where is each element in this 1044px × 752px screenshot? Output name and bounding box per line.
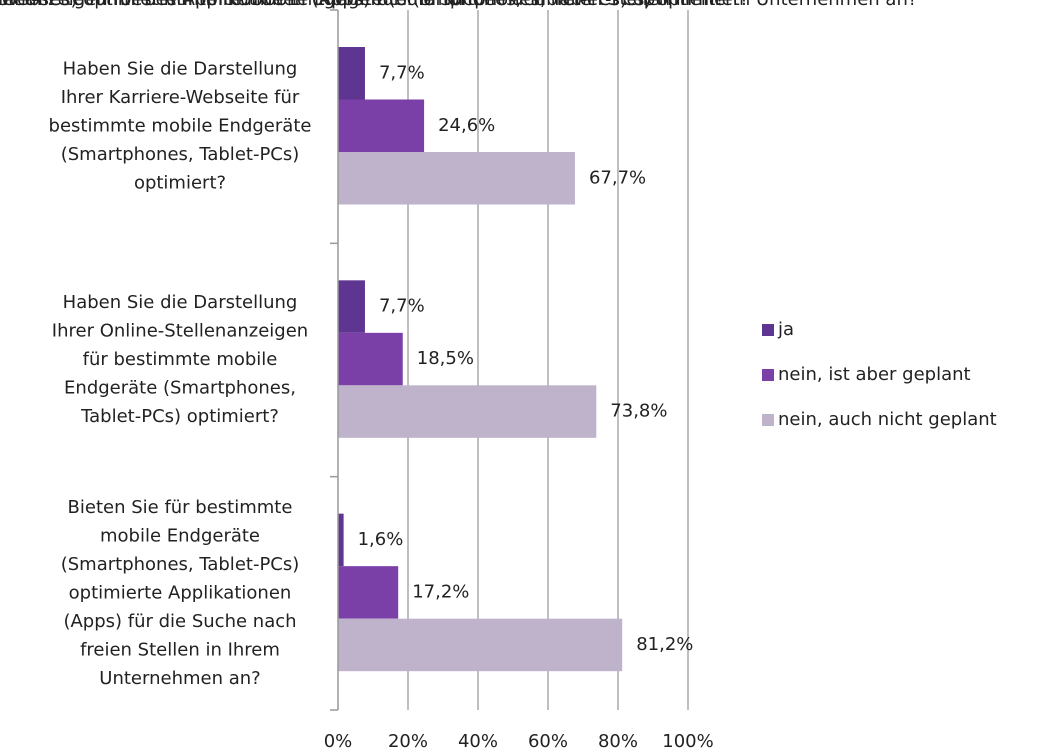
x-tick-label: 20% <box>388 731 428 752</box>
bar <box>338 618 623 672</box>
value-label: 7,7% <box>379 62 425 83</box>
legend-swatch <box>762 369 774 381</box>
value-label: 81,2% <box>636 634 693 655</box>
value-label: 17,2% <box>412 581 469 602</box>
bar <box>338 513 344 567</box>
x-tick-label: 0% <box>324 731 353 752</box>
bar <box>338 280 365 333</box>
value-label: 7,7% <box>379 296 425 317</box>
legend-swatch <box>762 324 774 336</box>
value-label: 18,5% <box>417 348 474 369</box>
bar <box>338 566 399 619</box>
bar <box>338 332 403 386</box>
value-label: 24,6% <box>438 115 495 136</box>
x-tick-label: 100% <box>662 731 713 752</box>
bar <box>338 99 425 152</box>
x-tick-label: 80% <box>598 731 638 752</box>
x-tick-label: 60% <box>528 731 568 752</box>
bar <box>338 152 575 205</box>
legend-label: ja <box>777 319 794 340</box>
bar <box>338 47 365 100</box>
legend-label: nein, ist aber geplant <box>778 364 971 385</box>
legend-label: nein, auch nicht geplant <box>778 409 997 430</box>
x-tick-label: 40% <box>458 731 498 752</box>
legend-swatch <box>762 414 774 426</box>
bar <box>338 385 597 438</box>
value-label: 73,8% <box>610 401 667 422</box>
value-label: 67,7% <box>589 167 646 188</box>
value-label: 1,6% <box>358 529 404 550</box>
